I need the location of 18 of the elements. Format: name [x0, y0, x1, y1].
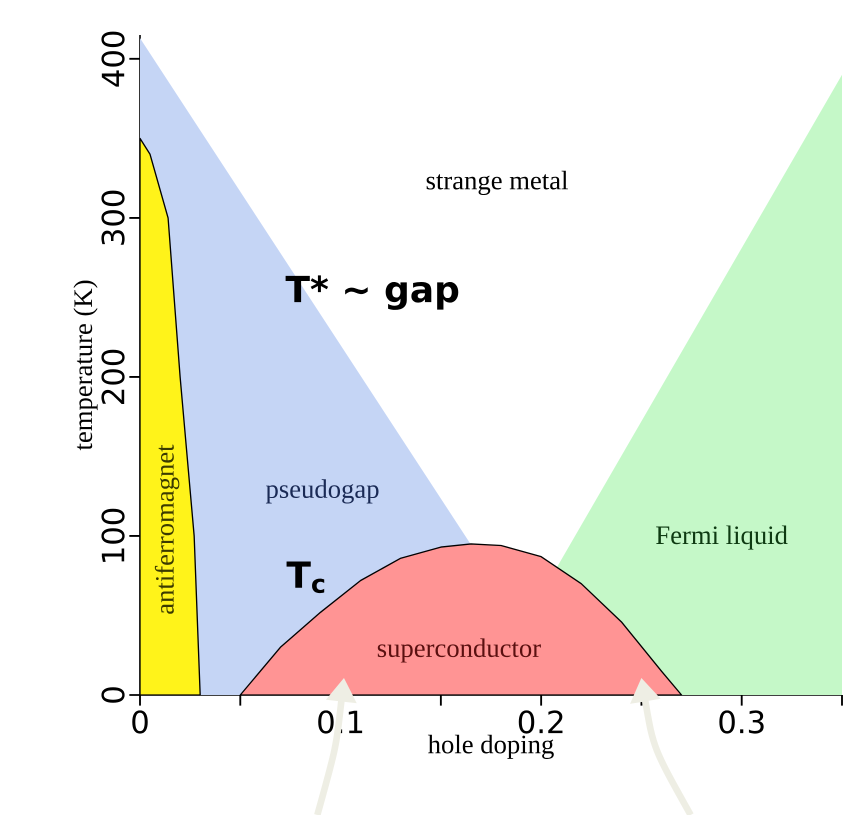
- y-tick-label: 0: [101, 687, 125, 703]
- y-tick-label: 400: [101, 32, 125, 87]
- annotation: superconductor: [378, 638, 541, 663]
- annotation: T* ~ gap: [286, 275, 458, 310]
- annotation: Fermi liquid: [656, 525, 788, 550]
- x-tick-label: 0.2: [518, 710, 562, 734]
- x-tick-label: 0.3: [719, 710, 764, 734]
- y-axis-title: temperature (K): [73, 280, 98, 450]
- y-tick-label: 200: [101, 350, 125, 404]
- y-tick-label: 300: [101, 190, 125, 245]
- y-tick-label: 100: [101, 508, 125, 562]
- x-tick-label: 0.1: [318, 710, 362, 734]
- annotation: T$_{c}$: [286, 562, 324, 594]
- annotation: antiferromagnet: [154, 444, 180, 614]
- annotation: strange metal: [426, 170, 568, 196]
- annotation: pseudogap: [266, 479, 379, 504]
- x-tick-label: 0: [132, 710, 148, 734]
- x-axis-title: hole doping: [428, 734, 554, 759]
